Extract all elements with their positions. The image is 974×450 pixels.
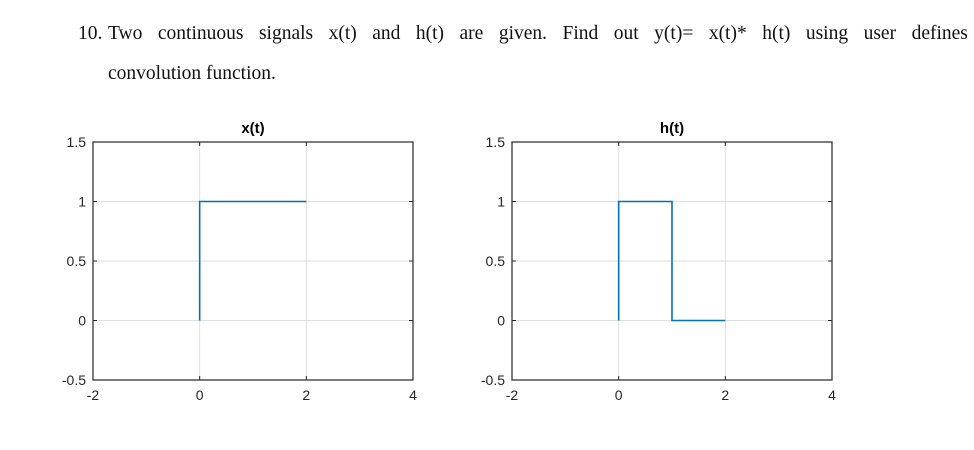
y-tick-label: 1.5: [67, 134, 87, 150]
question-word: given.: [498, 23, 548, 44]
plot-1: -2 0 2 4 -0.5 0 0.5 1 1.5 x(t): [62, 120, 417, 403]
question-word: y(t)=: [654, 23, 694, 44]
plot-title: x(t): [241, 120, 264, 137]
y-tick-label: 1: [497, 194, 505, 210]
y-tick-label: 0: [497, 313, 505, 329]
x-tick-label: -2: [506, 387, 519, 403]
plot-2: -2 0 2 4 -0.5 0 0.5 1 1.5 h(t): [481, 120, 836, 403]
x-tick-label: 4: [828, 387, 836, 403]
x-tick-label: 2: [302, 387, 310, 403]
y-tick-label: 0.5: [486, 253, 506, 269]
question-word: are: [459, 23, 484, 44]
question-word: out: [613, 23, 639, 44]
question-word: user: [863, 23, 897, 44]
question-word: continuous: [157, 23, 244, 44]
question-line-1: 10. Two continuous signals x(t) and h(t) …: [78, 14, 968, 54]
series-line: [617, 200, 726, 322]
x-tick-label: 0: [615, 387, 623, 403]
question-word: using: [805, 23, 849, 44]
question-text: 10. Two continuous signals x(t) and h(t) …: [78, 14, 968, 94]
question-line-2: convolution function.: [108, 63, 276, 84]
question-word: defines: [911, 23, 968, 44]
question-word: Two: [108, 23, 143, 44]
y-tick-label: -0.5: [481, 372, 505, 388]
x-tick-label: 4: [409, 387, 417, 403]
question-word: x(t)*: [708, 23, 747, 44]
question-word: h(t): [762, 23, 791, 44]
question-number: 10. Two: [78, 23, 143, 44]
y-tick-label: 1.5: [486, 134, 506, 150]
y-tick-label: 1: [78, 194, 86, 210]
y-tick-label: -0.5: [62, 372, 86, 388]
x-tick-label: 2: [721, 387, 729, 403]
question-word: signals: [258, 23, 314, 44]
x-tick-label: 0: [196, 387, 204, 403]
y-tick-label: 0: [78, 313, 86, 329]
y-tick-label: 0.5: [67, 253, 87, 269]
plot-title: h(t): [660, 120, 684, 137]
question-word: h(t): [415, 23, 445, 44]
question-word: x(t): [328, 23, 357, 44]
question-word: and: [372, 23, 401, 44]
x-tick-label: -2: [87, 387, 100, 403]
question-word: Find: [562, 23, 599, 44]
series-line: [198, 200, 307, 321]
